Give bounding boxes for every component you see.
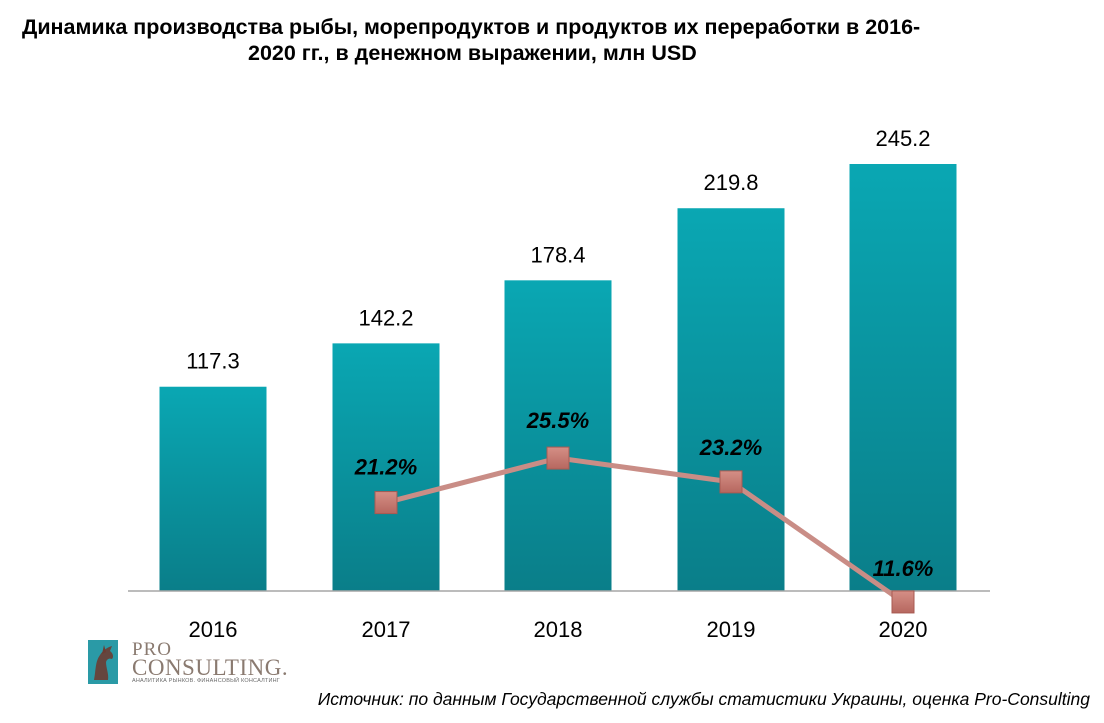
- growth-label-2019: 23.2%: [699, 435, 762, 460]
- growth-label-2017: 21.2%: [354, 455, 417, 480]
- bar-value-label-2018: 178.4: [530, 242, 585, 267]
- growth-marker-2019: [719, 470, 743, 494]
- bars-layer: [159, 164, 957, 591]
- logo-text-consulting: CONSULTING.: [132, 655, 289, 680]
- growth-line: [385, 455, 905, 604]
- bar-2019: [677, 208, 785, 591]
- labels-layer: 117.3 2016 142.2 2017 178.4 2018 219.8 2019 245.…: [186, 126, 933, 642]
- growth-marker-2018: [546, 446, 570, 470]
- growth-marker-2017: [374, 491, 398, 515]
- horse-head-logo-icon: [88, 640, 118, 684]
- growth-line-layer: [374, 446, 915, 614]
- source-note: Источник: по данным Государственной служ…: [317, 689, 1090, 709]
- bar-2018: [504, 280, 612, 591]
- x-tick-label-2018: 2018: [534, 617, 583, 642]
- logo-tagline: АНАЛИТИКА РЫНКОВ. ФИНАНСОВЫЙ КОНСАЛТИНГ: [132, 678, 280, 684]
- chart-title-line-1: Динамика производства рыбы, морепродукто…: [22, 15, 921, 39]
- bar-2020: [849, 164, 957, 591]
- growth-marker-2020: [891, 590, 915, 614]
- bar-2017: [332, 343, 440, 591]
- x-tick-label-2019: 2019: [707, 617, 756, 642]
- chart-title: Динамика производства рыбы, морепродукто…: [20, 14, 1084, 66]
- bar-value-label-2019: 219.8: [703, 170, 758, 195]
- logo-text-pro: PRO: [132, 639, 172, 660]
- x-tick-label-2017: 2017: [362, 617, 411, 642]
- x-tick-label-2020: 2020: [879, 617, 928, 642]
- bar-2016: [159, 386, 267, 591]
- bar-value-label-2017: 142.2: [358, 305, 413, 330]
- chart-title-line-2: 2020 гг., в денежном выражении, млн USD: [248, 41, 697, 65]
- bar-value-label-2020: 245.2: [875, 126, 930, 151]
- growth-label-2018: 25.5%: [526, 408, 589, 433]
- growth-label-2020: 11.6%: [873, 556, 934, 581]
- pro-consulting-logo: PRO CONSULTING. АНАЛИТИКА РЫНКОВ. ФИНАНС…: [88, 639, 289, 686]
- bar-value-label-2016: 117.3: [186, 349, 239, 374]
- x-tick-label-2016: 2016: [189, 617, 238, 642]
